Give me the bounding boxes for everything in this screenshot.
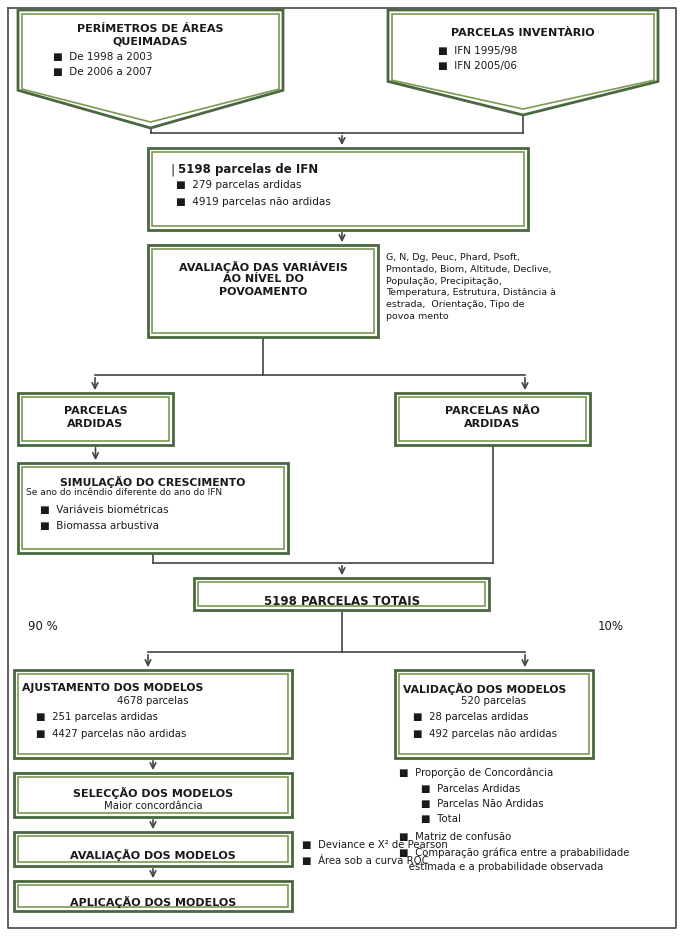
FancyBboxPatch shape [14, 881, 292, 911]
Text: AVALIAÇÃO DOS MODELOS: AVALIAÇÃO DOS MODELOS [70, 849, 236, 861]
FancyBboxPatch shape [148, 148, 528, 230]
FancyBboxPatch shape [395, 393, 590, 445]
Text: APLICAÇÃO DOS MODELOS: APLICAÇÃO DOS MODELOS [70, 896, 236, 908]
Text: SIMULAÇÃO DO CRESCIMENTO: SIMULAÇÃO DO CRESCIMENTO [60, 476, 246, 488]
Text: 4678 parcelas: 4678 parcelas [117, 696, 189, 706]
Text: 90 %: 90 % [28, 620, 57, 633]
Text: POVOAMENTO: POVOAMENTO [219, 287, 307, 297]
FancyBboxPatch shape [18, 393, 173, 445]
Text: VALIDAÇÃO DOS MODELOS: VALIDAÇÃO DOS MODELOS [403, 683, 566, 695]
Polygon shape [388, 10, 658, 115]
Text: ■  Variáveis biométricas: ■ Variáveis biométricas [40, 505, 169, 515]
Text: G, N, Dg, Peuc, Phard, Psoft,
Pmontado, Biom, Altitude, Declive,
População, Prec: G, N, Dg, Peuc, Phard, Psoft, Pmontado, … [386, 253, 556, 321]
Text: 5198 PARCELAS TOTAIS: 5198 PARCELAS TOTAIS [264, 595, 420, 608]
Text: ■  Parcelas Não Ardidas: ■ Parcelas Não Ardidas [421, 799, 544, 809]
Text: ■  IFN 1995/98: ■ IFN 1995/98 [438, 46, 517, 56]
Text: ■  251 parcelas ardidas: ■ 251 parcelas ardidas [36, 712, 158, 722]
Text: 10%: 10% [598, 620, 624, 633]
FancyBboxPatch shape [395, 670, 593, 758]
Text: ■  Deviance e X² de Pearson: ■ Deviance e X² de Pearson [302, 840, 448, 850]
Text: AO NÍVEL DO: AO NÍVEL DO [222, 274, 304, 284]
Text: ■  Parcelas Ardidas: ■ Parcelas Ardidas [421, 784, 521, 794]
FancyBboxPatch shape [14, 670, 292, 758]
Text: ■  Comparação gráfica entre a prababilidade: ■ Comparação gráfica entre a prababilida… [399, 848, 629, 858]
FancyBboxPatch shape [14, 832, 292, 866]
Text: ■  492 parcelas não ardidas: ■ 492 parcelas não ardidas [413, 729, 557, 739]
FancyBboxPatch shape [18, 463, 288, 553]
FancyBboxPatch shape [14, 773, 292, 817]
Text: ■  De 1998 a 2003: ■ De 1998 a 2003 [53, 52, 153, 62]
FancyBboxPatch shape [148, 245, 378, 337]
Text: QUEIMADAS: QUEIMADAS [113, 36, 188, 46]
Text: ARDIDAS: ARDIDAS [464, 419, 521, 429]
Text: 5198 parcelas de IFN: 5198 parcelas de IFN [178, 163, 318, 176]
Text: ■  Proporção de Concordância: ■ Proporção de Concordância [399, 768, 553, 779]
Text: AJUSTAMENTO DOS MODELOS: AJUSTAMENTO DOS MODELOS [22, 683, 203, 693]
Text: ■  De 2006 a 2007: ■ De 2006 a 2007 [53, 67, 153, 77]
Text: 520 parcelas: 520 parcelas [462, 696, 527, 706]
Text: ■  279 parcelas ardidas: ■ 279 parcelas ardidas [176, 180, 302, 190]
Text: ARDIDAS: ARDIDAS [68, 419, 124, 429]
Text: ■  4427 parcelas não ardidas: ■ 4427 parcelas não ardidas [36, 729, 186, 739]
Text: ■  28 parcelas ardidas: ■ 28 parcelas ardidas [413, 712, 529, 722]
Text: ■  Área sob a curva ROC: ■ Área sob a curva ROC [302, 855, 429, 866]
Text: ■  Total: ■ Total [421, 814, 461, 824]
Text: estimada e a probabilidade observada: estimada e a probabilidade observada [399, 862, 603, 872]
Text: ■  Biomassa arbustiva: ■ Biomassa arbustiva [40, 521, 159, 531]
Text: PERÍMETROS DE ÁREAS: PERÍMETROS DE ÁREAS [77, 24, 224, 34]
Text: PARCELAS: PARCELAS [64, 406, 127, 416]
Text: Maior concordância: Maior concordância [104, 801, 202, 811]
Text: SELECÇÃO DOS MODELOS: SELECÇÃO DOS MODELOS [73, 787, 233, 799]
Text: ■  4919 parcelas não ardidas: ■ 4919 parcelas não ardidas [176, 197, 331, 207]
Text: ■  IFN 2005/06: ■ IFN 2005/06 [438, 61, 517, 71]
Text: Se ano do incêndio diferente do ano do IFN: Se ano do incêndio diferente do ano do I… [26, 488, 222, 497]
Text: PARCELAS INVENTÀRIO: PARCELAS INVENTÀRIO [451, 28, 595, 38]
Text: ■  Matriz de confusão: ■ Matriz de confusão [399, 832, 511, 842]
Text: |: | [170, 163, 174, 176]
Polygon shape [18, 10, 283, 128]
FancyBboxPatch shape [194, 578, 489, 610]
Text: PARCELAS NÃO: PARCELAS NÃO [445, 406, 540, 417]
Text: AVALIAÇÃO DAS VARIÁVEIS: AVALIAÇÃO DAS VARIÁVEIS [179, 261, 347, 273]
